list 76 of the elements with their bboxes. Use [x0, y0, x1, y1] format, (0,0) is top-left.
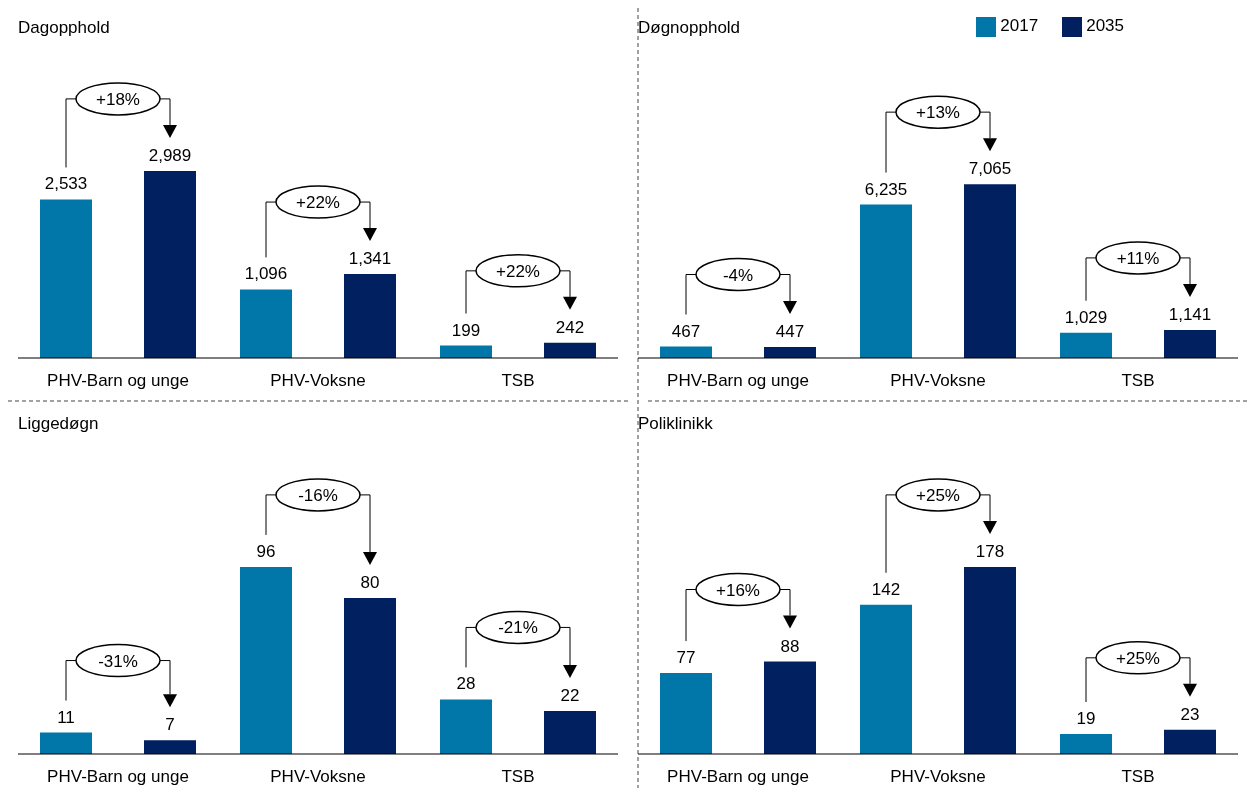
chart-title: Dagopphold [18, 18, 110, 38]
data-label: 96 [256, 541, 276, 561]
x-tick-label: PHV-Voksne [270, 767, 366, 787]
annotation: +11% [1116, 248, 1160, 268]
text: +18% [96, 89, 140, 109]
annotation: +22% [496, 261, 540, 281]
data-label: 11 [57, 707, 75, 727]
bar [1164, 729, 1216, 754]
x-tick-label: TSB [1121, 767, 1155, 787]
data-label: 2,533 [44, 174, 88, 194]
legend-label: 2035 [1086, 16, 1124, 35]
data-label: 467 [671, 321, 701, 341]
data-label: 242 [555, 317, 585, 337]
bar [144, 740, 196, 754]
bar [544, 711, 596, 754]
x-tick-label: PHV-Voksne [270, 371, 366, 391]
bar [764, 661, 816, 754]
data-label: 22 [560, 686, 580, 706]
data-label: 28 [456, 674, 476, 694]
data-label: 142 [871, 579, 901, 599]
chart-title: Poliklinikk [638, 414, 713, 434]
data-label: 199 [451, 320, 481, 340]
text: +25% [916, 485, 960, 505]
bar [240, 289, 292, 358]
annotation: -21% [498, 618, 538, 638]
bar [1060, 332, 1112, 358]
data-label: 7,065 [968, 159, 1012, 179]
bar [860, 604, 912, 754]
annotation: -4% [722, 265, 754, 285]
bar [964, 566, 1016, 754]
data-label: 19 [1076, 709, 1096, 729]
bar [544, 342, 596, 358]
legend-label: 2017 [1000, 16, 1039, 35]
data-label: 1,029 [1064, 307, 1108, 327]
data-label: 1,096 [244, 264, 288, 284]
annotation: -31% [98, 651, 138, 671]
text: +13% [916, 103, 960, 123]
bar [440, 699, 492, 754]
data-label: 77 [676, 648, 696, 668]
annotation: +16% [716, 580, 760, 600]
bar [344, 598, 396, 754]
x-tick-label: TSB [1121, 371, 1155, 391]
x-tick-label: PHV-Voksne [890, 371, 986, 391]
bar [344, 274, 396, 358]
chart-title: Liggedøgn [18, 414, 99, 434]
data-label: 80 [360, 573, 380, 593]
text: -16% [298, 485, 338, 505]
x-tick-label: PHV-Barn og unge [47, 767, 189, 787]
x-tick-label: TSB [501, 371, 535, 391]
bar [40, 732, 92, 754]
bar [144, 170, 196, 358]
annotation: +25% [1116, 648, 1160, 668]
bar [964, 184, 1016, 358]
annotation: +22% [296, 193, 340, 213]
bar [40, 199, 92, 358]
x-tick-label: PHV-Voksne [890, 767, 986, 787]
x-tick-label: PHV-Barn og unge [667, 371, 809, 391]
data-label: 7 [165, 715, 175, 735]
data-label: 1,141 [1168, 304, 1212, 324]
data-label: 1,341 [348, 249, 392, 269]
data-label: 6,235 [864, 179, 908, 199]
x-tick-label: PHV-Barn og unge [47, 371, 189, 391]
bar [1060, 734, 1112, 754]
data-label: 2,989 [148, 145, 192, 165]
data-label: 23 [1180, 704, 1200, 724]
bar [660, 673, 712, 754]
bar [860, 204, 912, 358]
bar [764, 347, 816, 358]
data-label: 88 [780, 636, 800, 656]
bar [240, 566, 292, 754]
x-tick-label: PHV-Barn og unge [667, 767, 809, 787]
x-tick-label: TSB [501, 767, 535, 787]
bar [1164, 329, 1216, 358]
chart-title: Døgnopphold [638, 18, 741, 38]
data-label: 178 [975, 541, 1005, 561]
data-label: 447 [775, 322, 805, 341]
